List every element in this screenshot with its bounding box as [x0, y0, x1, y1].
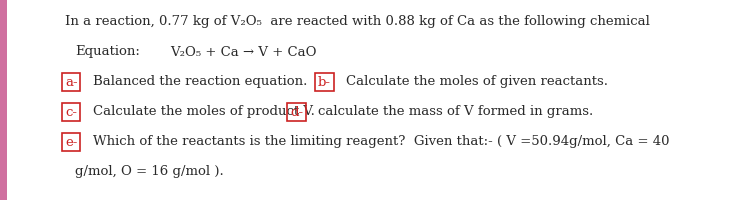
Text: Balanced the reaction equation.: Balanced the reaction equation. — [93, 75, 308, 88]
Text: a-: a- — [65, 75, 78, 88]
Text: g/mol, O = 16 g/mol ).: g/mol, O = 16 g/mol ). — [75, 166, 224, 178]
Text: V₂O₅ + Ca → V + CaO: V₂O₅ + Ca → V + CaO — [170, 46, 316, 58]
Text: e-: e- — [65, 136, 77, 148]
Text: Calculate the moles of given reactants.: Calculate the moles of given reactants. — [346, 75, 608, 88]
Text: d-: d- — [290, 106, 303, 118]
Bar — [0, 0, 7, 200]
Text: Calculate the moles of product V.: Calculate the moles of product V. — [93, 106, 315, 118]
Text: In a reaction, 0.77 kg of V₂O₅  are reacted with 0.88 kg of Ca as the following : In a reaction, 0.77 kg of V₂O₅ are react… — [65, 16, 650, 28]
Text: Which of the reactants is the limiting reagent?  Given that:- ( V =50.94g/mol, C: Which of the reactants is the limiting r… — [93, 136, 670, 148]
Text: calculate the mass of V formed in grams.: calculate the mass of V formed in grams. — [318, 106, 593, 118]
Text: c-: c- — [65, 106, 77, 118]
Text: b-: b- — [318, 75, 331, 88]
Text: Equation:: Equation: — [75, 46, 140, 58]
